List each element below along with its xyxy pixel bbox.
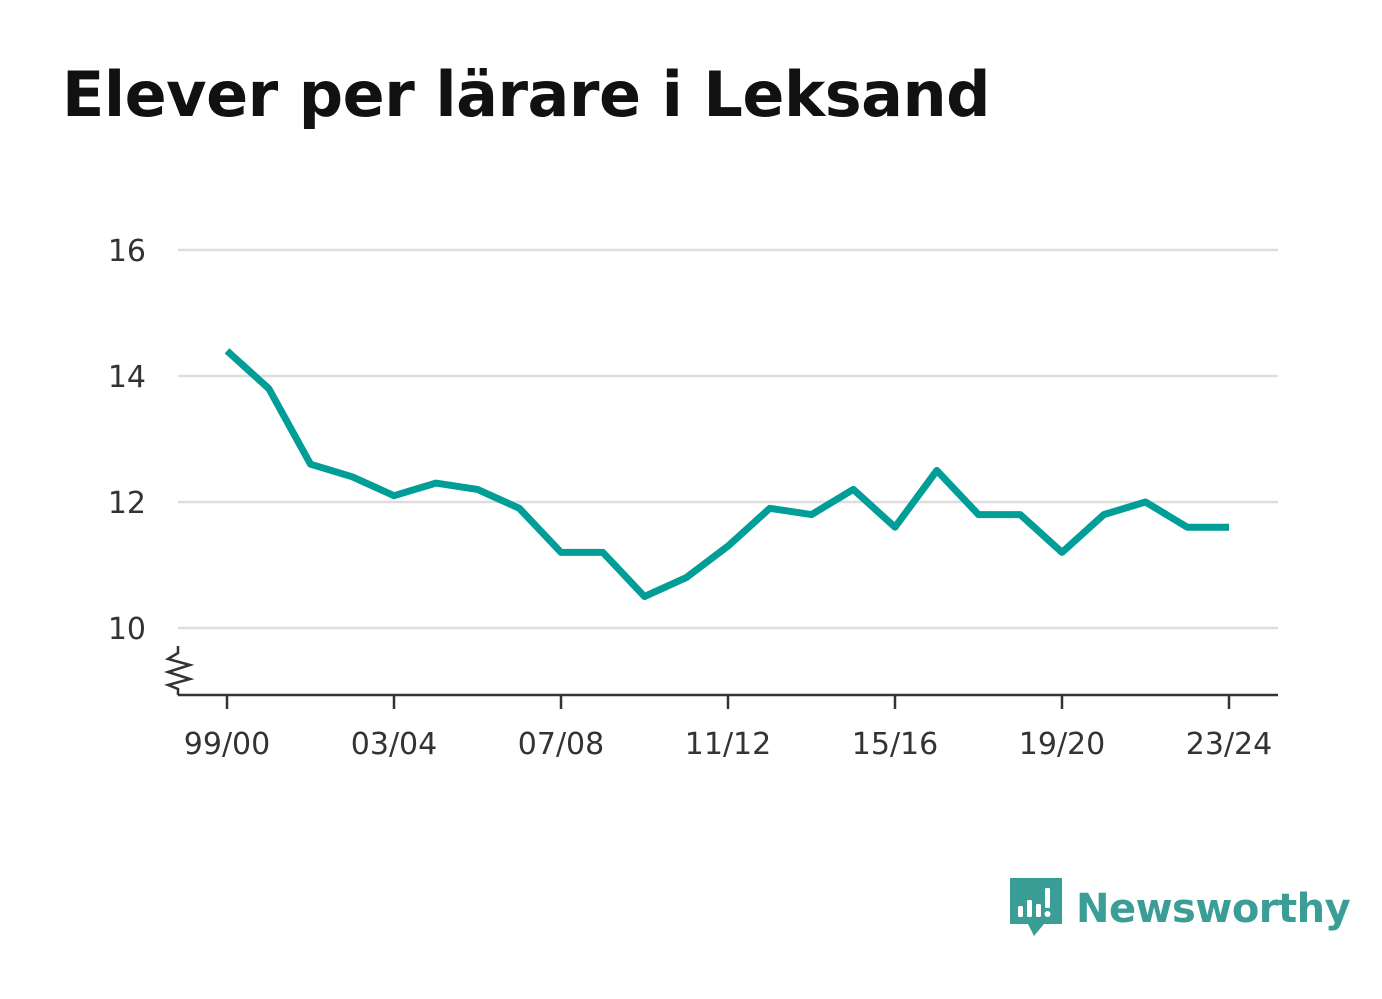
chart-title: Elever per lärare i Leksand bbox=[62, 58, 990, 131]
y-tick-label: 10 bbox=[108, 612, 146, 647]
series-group bbox=[224, 348, 1229, 600]
brand: Newsworthy bbox=[1010, 878, 1351, 940]
x-tick-label: 99/00 bbox=[184, 727, 270, 762]
y-axis-ticks: 10 12 14 16 bbox=[108, 234, 146, 647]
y-tick-label: 14 bbox=[108, 360, 146, 395]
x-tick-label: 11/12 bbox=[685, 727, 771, 762]
x-tick-label: 15/16 bbox=[852, 727, 938, 762]
newsworthy-logo-icon bbox=[1010, 878, 1062, 936]
y-tick-label: 12 bbox=[108, 486, 146, 521]
brand-name: Newsworthy bbox=[1076, 886, 1351, 932]
grid-lines bbox=[178, 248, 1278, 630]
y-tick-label: 16 bbox=[108, 234, 146, 269]
x-tick-label: 23/24 bbox=[1186, 727, 1272, 762]
x-axis-ticks: 99/00 03/04 07/08 11/12 15/16 19/20 23/24 bbox=[184, 695, 1272, 762]
x-tick-label: 03/04 bbox=[351, 727, 437, 762]
x-tick-label: 19/20 bbox=[1019, 727, 1105, 762]
x-tick-label: 07/08 bbox=[518, 727, 604, 762]
y-axis-break-icon bbox=[163, 646, 195, 695]
series-line-0 bbox=[224, 348, 1229, 600]
